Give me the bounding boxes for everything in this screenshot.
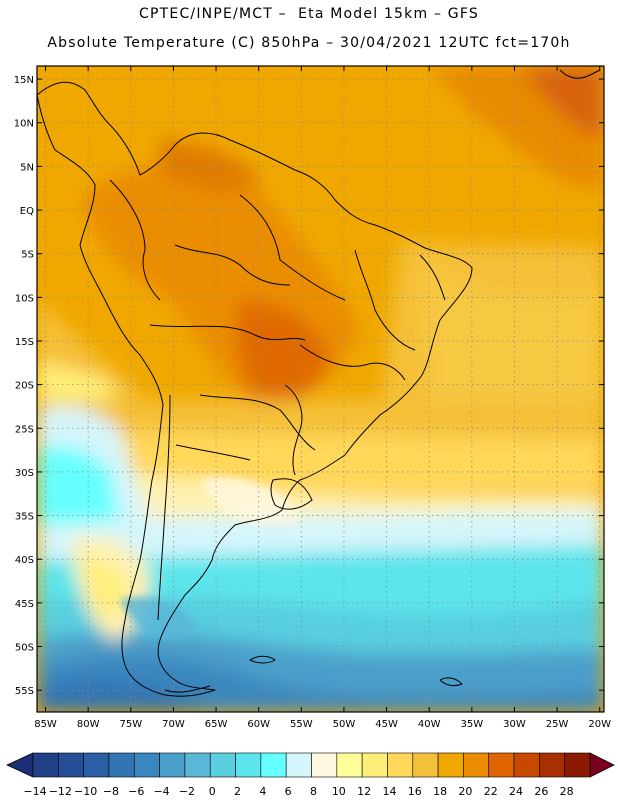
lon-tick-label: 50W (333, 719, 356, 730)
lat-tick-label: 15N (14, 75, 34, 86)
colorbar-label: 12 (357, 785, 371, 798)
colorbar-label: −4 (153, 785, 169, 798)
coastlines (37, 69, 601, 697)
colorbar-swatch (159, 752, 186, 778)
colorbar-label: −6 (128, 785, 144, 798)
colorbar-swatch (412, 752, 439, 778)
colorbar-swatch (260, 752, 287, 778)
colorbar-label: 8 (310, 785, 317, 798)
lat-tick-label: 30S (15, 468, 34, 479)
colorbar-swatch (539, 752, 565, 778)
colorbar-swatch (387, 752, 414, 778)
lon-tick-label: 45W (375, 719, 398, 730)
lat-tick-label: 55S (15, 686, 34, 697)
lon-tick-label: 40W (418, 719, 441, 730)
lat-tick-label: 5N (20, 162, 34, 173)
lat-tick-label: 10N (14, 119, 34, 130)
lon-tick-label: 35W (461, 719, 484, 730)
colorbar-swatch (311, 752, 338, 778)
map-frame (36, 65, 605, 713)
colorbar-swatch (209, 752, 236, 778)
lon-tick-label: 55W (290, 719, 313, 730)
colorbar-label: 26 (534, 785, 548, 798)
chart-title-line2: Absolute Temperature (C) 850hPa – 30/04/… (47, 35, 571, 51)
colorbar-label: 0 (209, 785, 216, 798)
colorbar-label: 2 (234, 785, 241, 798)
colorbar-swatch (488, 752, 515, 778)
colorbar-swatch (58, 752, 84, 778)
colorbar-swatch (463, 752, 490, 778)
lon-tick-label: 75W (119, 719, 142, 730)
colorbar-label: −2 (179, 785, 195, 798)
colorbar-label: 6 (285, 785, 292, 798)
colorbar-label: 22 (484, 785, 498, 798)
colorbar-swatch (437, 752, 464, 778)
lat-tick-label: EQ (20, 206, 34, 217)
colorbar-label: 16 (408, 785, 422, 798)
lat-tick-label: 10S (15, 293, 34, 304)
lat-tick-label: 25S (15, 424, 34, 435)
lat-tick-label: 50S (15, 643, 34, 654)
colorbar-swatch (285, 752, 312, 778)
colorbar-swatch (235, 752, 262, 778)
colorbar-label: −8 (103, 785, 119, 798)
colorbar-label: 20 (458, 785, 472, 798)
colorbar-over-triangle (589, 752, 615, 778)
lat-tick-label: 45S (15, 599, 34, 610)
lon-tick-label: 60W (247, 719, 270, 730)
colorbar-label: −14 (23, 785, 46, 798)
lat-tick-label: 15S (15, 337, 34, 348)
lat-tick-label: 35S (15, 512, 34, 523)
lon-tick-label: 70W (162, 719, 185, 730)
colorbar-label: −10 (74, 785, 97, 798)
lon-tick-label: 30W (503, 719, 526, 730)
lat-tick-label: 40S (15, 555, 34, 566)
temperature-field (37, 66, 604, 712)
chart-title-line1: CPTEC/INPE/MCT – Eta Model 15km – GFS (139, 6, 479, 22)
colorbar-swatch (83, 752, 110, 778)
colorbar: −14 −12 −10 −8 −6 −4 −2 0 2 4 6 8 10 12 14 16 18 20 22 24 26… (6, 752, 615, 798)
colorbar-swatch (184, 752, 211, 778)
lon-tick-label: 65W (205, 719, 228, 730)
colorbar-swatch (361, 752, 388, 778)
colorbar-swatch (564, 752, 591, 778)
lon-tick-label: 85W (34, 719, 57, 730)
latitude-ticks: 15N 10N 5N EQ 5S 10S 15S 20S 25S 30S 35S 40S 45S 50S 5… (14, 75, 604, 697)
lon-tick-label: 20W (588, 719, 611, 730)
colorbar-label: 28 (560, 785, 574, 798)
colorbar-label: 4 (259, 785, 266, 798)
lon-tick-label: 80W (77, 719, 100, 730)
lat-tick-label: 20S (15, 381, 34, 392)
colorbar-label: −12 (49, 785, 72, 798)
lat-tick-label: 5S (21, 250, 34, 261)
longitude-ticks: 85W 80W 75W 70W 65W 60W 55W 50W 45W 40W 35W 30W 25W 2… (34, 66, 611, 730)
colorbar-label: 24 (509, 785, 523, 798)
colorbar-label: 14 (382, 785, 396, 798)
lon-tick-label: 25W (546, 719, 569, 730)
colorbar-label: 18 (433, 785, 447, 798)
colorbar-swatch (108, 752, 135, 778)
colorbar-label: 10 (332, 785, 346, 798)
colorbar-swatch (336, 752, 363, 778)
colorbar-under-triangle (6, 752, 34, 778)
colorbar-swatch (513, 752, 540, 778)
colorbar-swatch (32, 752, 59, 778)
colorbar-swatch (133, 752, 160, 778)
